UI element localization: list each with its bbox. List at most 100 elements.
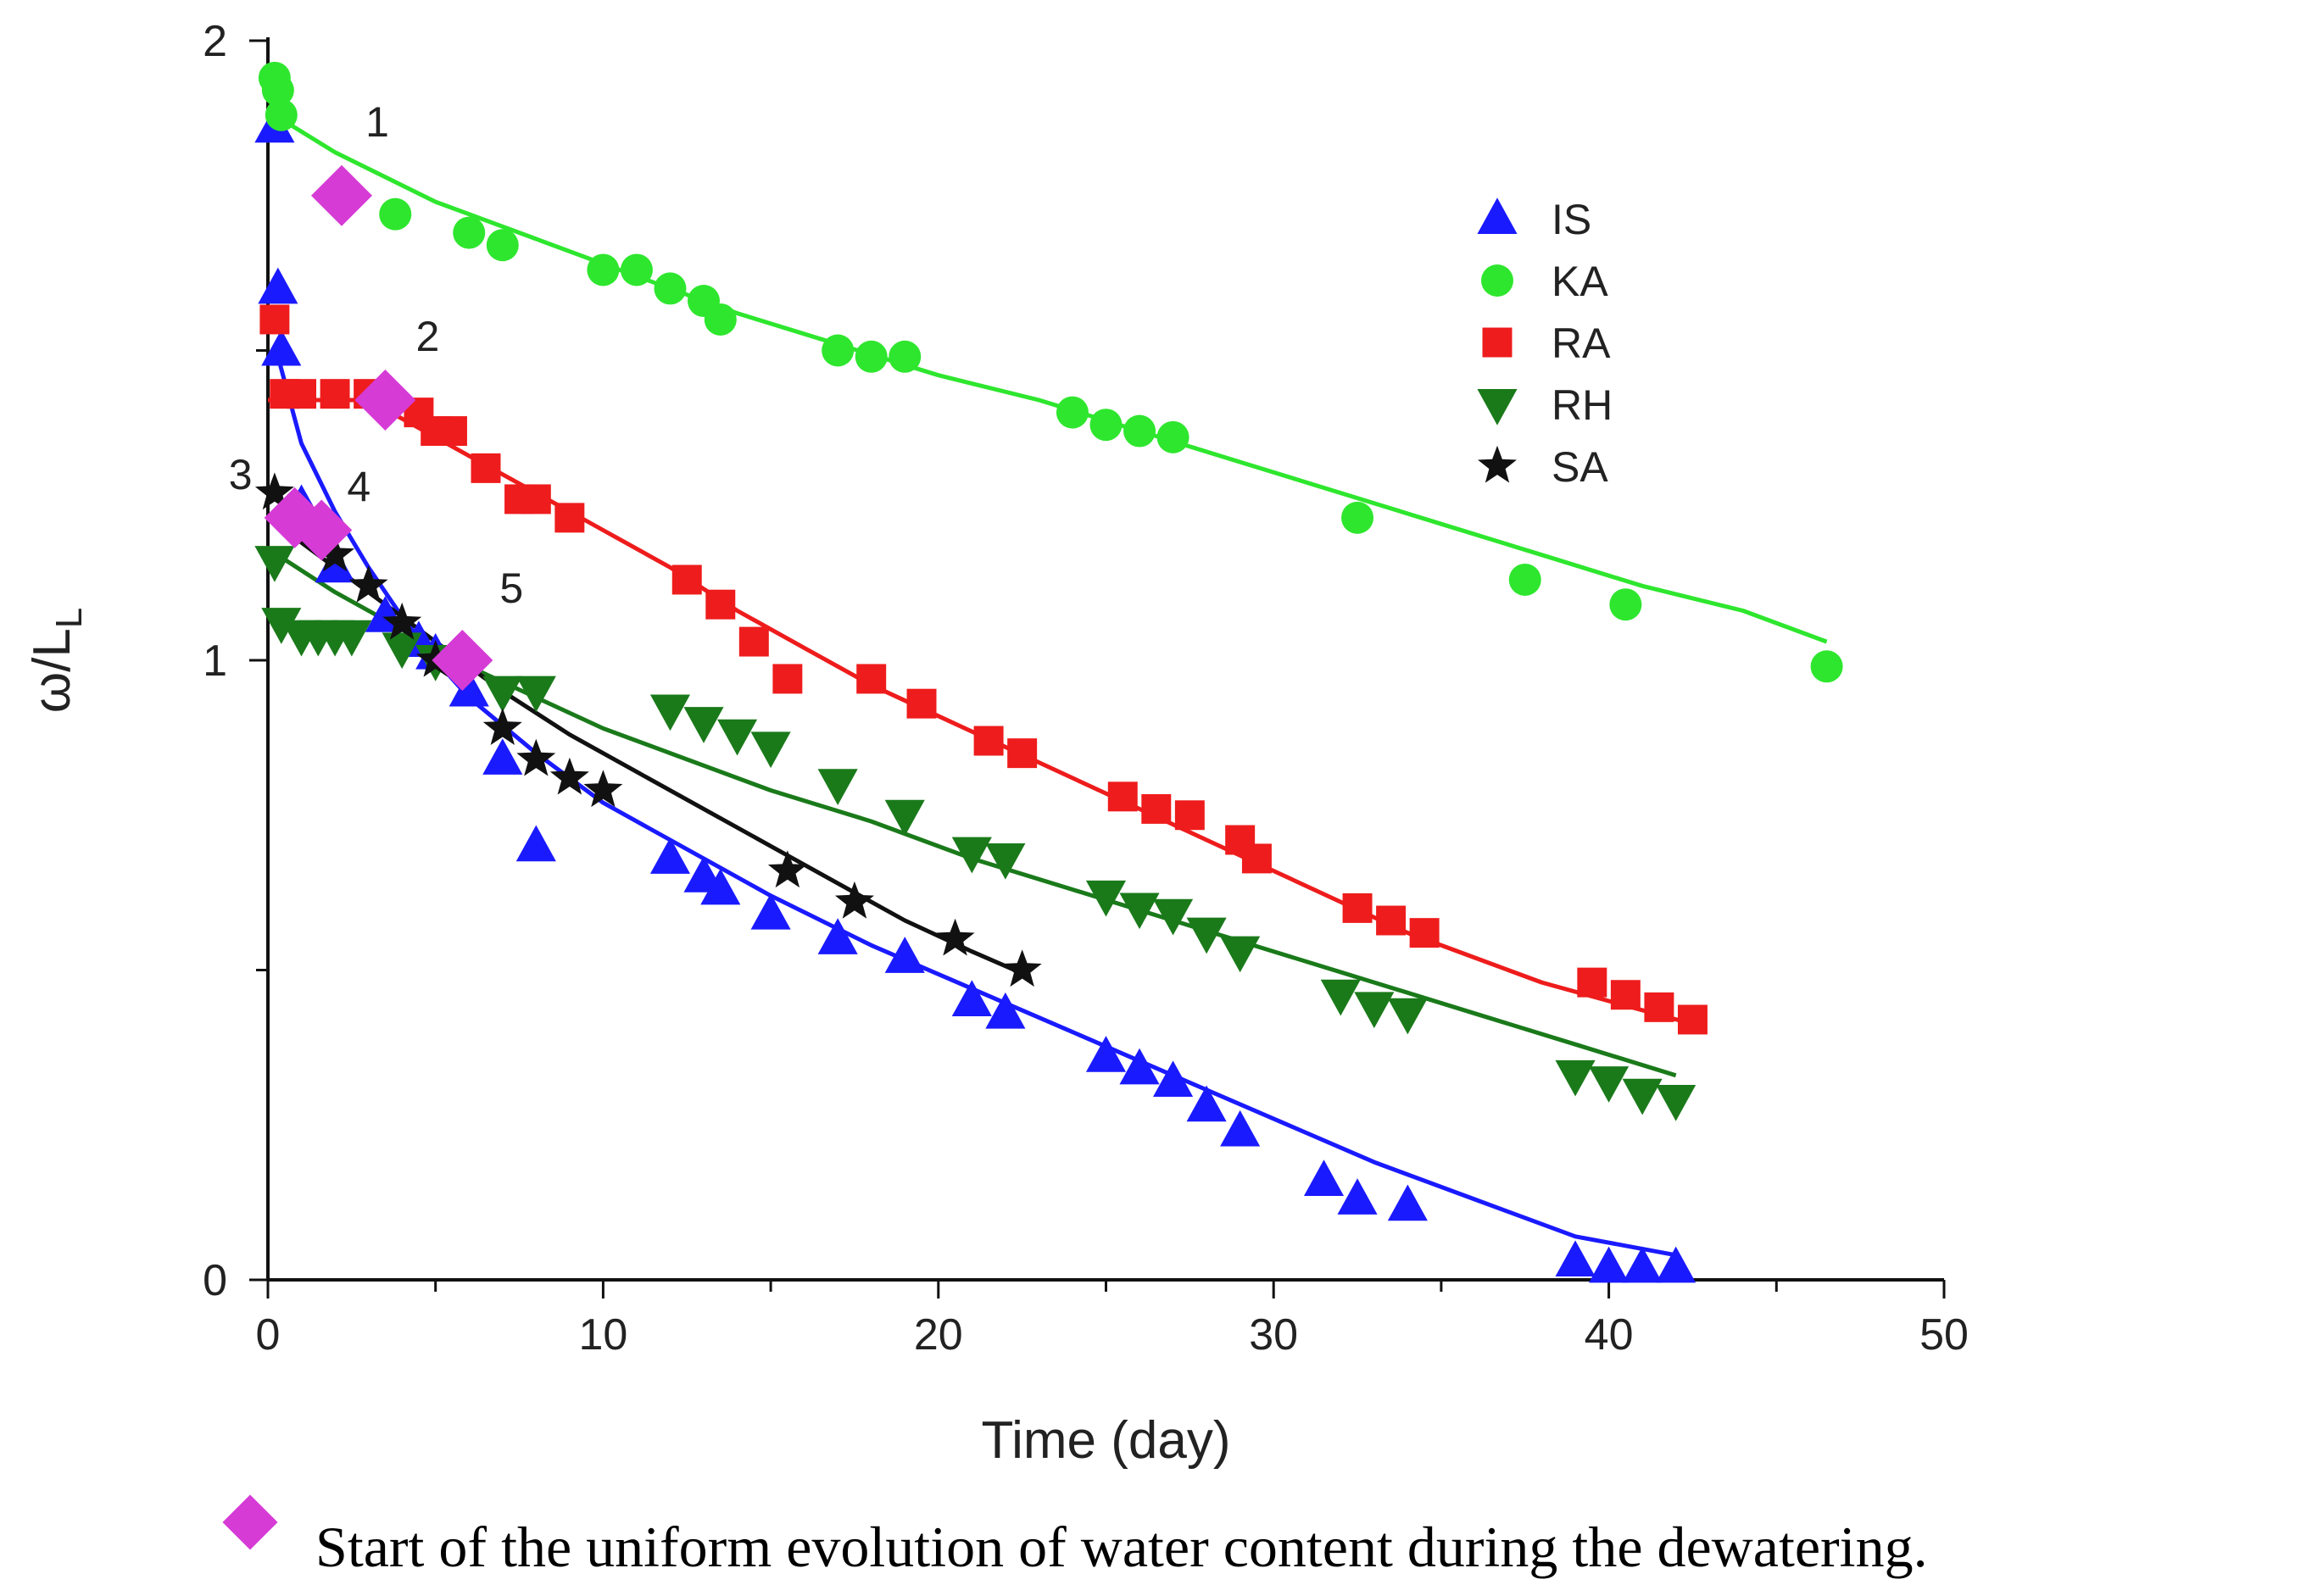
- data-point-ka: [1156, 420, 1189, 453]
- data-point-ra: [1241, 843, 1272, 874]
- data-point-ka: [1341, 501, 1374, 534]
- data-point-is: [649, 837, 691, 874]
- y-axis-title: ω/LL: [23, 608, 90, 714]
- legend-label-is: IS: [1552, 196, 1591, 243]
- data-point-rh: [1186, 917, 1227, 954]
- legend-label-rh: RH: [1552, 381, 1613, 429]
- y-tick-label: 0: [203, 1256, 227, 1305]
- data-point-is: [1220, 1109, 1261, 1147]
- data-point-sa: [315, 534, 355, 572]
- data-point-rh: [331, 620, 372, 657]
- data-point-is: [817, 918, 858, 954]
- data-point-rh: [1656, 1085, 1696, 1121]
- onset-marker-2: [354, 369, 416, 431]
- x-axis-title: Time (day): [982, 1411, 1231, 1470]
- data-point-ka: [486, 229, 519, 262]
- data-point-ra: [1610, 980, 1641, 1010]
- fit-line-ra: [268, 398, 1701, 1028]
- data-point-ra: [973, 726, 1004, 756]
- data-point-ra: [554, 503, 585, 533]
- data-point-ra: [521, 484, 551, 514]
- fit-line-ka: [273, 113, 1828, 644]
- data-point-ra: [671, 564, 702, 595]
- onset-marker-4: [291, 499, 353, 561]
- data-points: [254, 61, 1843, 1283]
- data-point-sa: [935, 918, 975, 956]
- data-point-ra: [856, 664, 887, 694]
- data-point-is: [884, 937, 925, 973]
- data-point-rh: [1589, 1066, 1630, 1103]
- onset-label-4: 4: [347, 463, 370, 510]
- x-tick-label: 30: [1249, 1310, 1298, 1360]
- data-point-ka: [654, 272, 687, 305]
- data-point-ra: [320, 379, 350, 409]
- data-point-is: [1085, 1036, 1127, 1072]
- data-point-is: [985, 992, 1026, 1029]
- data-point-ka: [261, 74, 294, 107]
- data-point-rh: [1622, 1078, 1663, 1115]
- x-tick-label: 50: [1919, 1310, 1969, 1360]
- data-point-ra: [287, 379, 317, 409]
- data-point-ra: [471, 453, 501, 483]
- data-point-is: [1303, 1159, 1345, 1196]
- data-point-rh: [884, 799, 925, 837]
- data-point-sa: [1002, 949, 1042, 987]
- data-point-sa: [516, 738, 556, 776]
- onset-marker-5: [432, 630, 493, 691]
- footnote-text: Start of the uniform evolution of water …: [315, 1515, 1928, 1579]
- data-point-is: [261, 329, 302, 366]
- data-point-rh: [1555, 1059, 1596, 1097]
- legend: IS KA RA RH SA: [1477, 196, 1613, 491]
- data-point-rh: [1119, 893, 1160, 930]
- x-tick-label: 0: [256, 1310, 281, 1360]
- data-point-ka: [379, 197, 412, 231]
- data-point-is: [1656, 1246, 1696, 1283]
- data-point-is: [448, 670, 489, 707]
- data-point-is: [700, 868, 741, 905]
- x-tick-label: 20: [914, 1310, 963, 1360]
- data-point-sa: [254, 472, 294, 510]
- data-point-ra: [1677, 1004, 1708, 1035]
- y-tick-label: 1: [203, 637, 227, 686]
- data-point-ra: [1007, 738, 1038, 769]
- legend-label-ra: RA: [1552, 320, 1611, 367]
- data-point-ka: [1123, 414, 1156, 448]
- data-point-sa: [382, 602, 422, 640]
- data-point-is: [1186, 1085, 1227, 1122]
- data-point-is: [1387, 1184, 1428, 1221]
- x-tick-label: 40: [1585, 1310, 1634, 1360]
- onset-label-3: 3: [229, 451, 253, 498]
- data-point-is: [1119, 1048, 1160, 1085]
- y-axis-title-main: ω/L: [23, 628, 81, 713]
- onset-label-5: 5: [499, 564, 523, 612]
- legend-marker-rh: [1477, 389, 1518, 425]
- legend-marker-ka: [1481, 264, 1513, 297]
- data-point-ka: [1508, 563, 1541, 596]
- legend-marker-sa: [1478, 445, 1517, 483]
- data-point-rh: [717, 719, 758, 756]
- data-point-ka: [620, 253, 653, 286]
- data-point-rh: [951, 837, 992, 874]
- legend-marker-is: [1477, 197, 1518, 234]
- data-point-is: [1555, 1240, 1596, 1277]
- y-tick-label: 2: [203, 17, 227, 66]
- data-point-rh: [1153, 898, 1194, 936]
- x-tick-label: 10: [578, 1310, 627, 1360]
- data-point-rh: [382, 632, 422, 670]
- data-point-rh: [1387, 998, 1428, 1035]
- data-point-ka: [855, 340, 888, 373]
- onset-marker-1: [310, 164, 372, 226]
- data-point-sa: [348, 565, 388, 603]
- data-point-ra: [906, 688, 937, 719]
- data-point-is: [515, 825, 556, 862]
- data-point-sa: [767, 850, 807, 888]
- data-point-rh: [515, 676, 556, 713]
- data-point-is: [315, 546, 355, 583]
- footnote-diamond-icon: [222, 1494, 278, 1550]
- data-point-rh: [1320, 979, 1361, 1016]
- legend-marker-ra: [1482, 327, 1513, 358]
- data-point-ra: [259, 304, 290, 335]
- data-point-ka: [587, 253, 620, 286]
- onset-label-2: 2: [415, 313, 439, 360]
